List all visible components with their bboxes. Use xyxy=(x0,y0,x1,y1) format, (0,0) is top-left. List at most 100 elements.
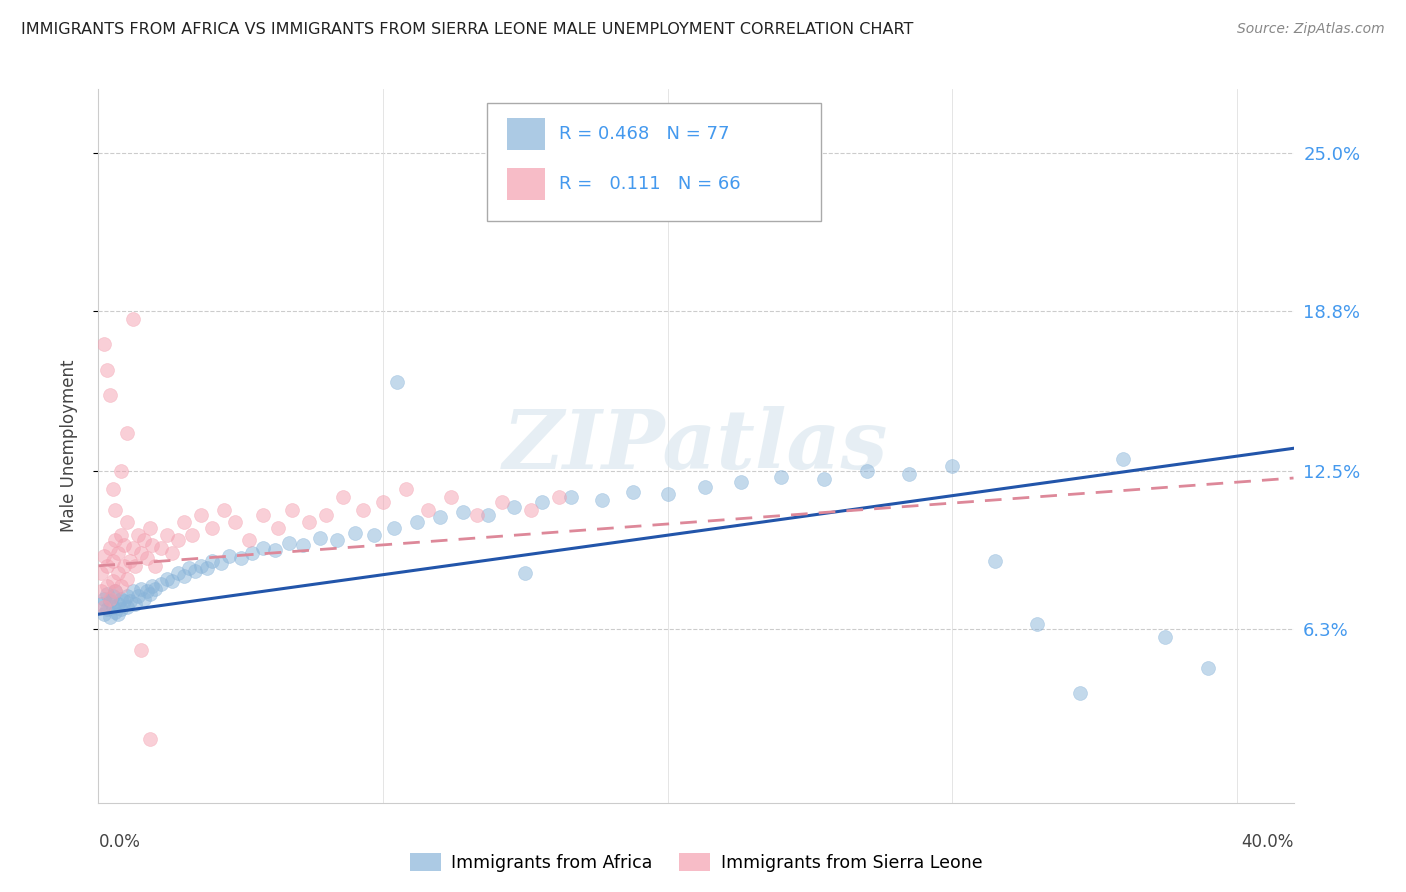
Point xyxy=(309,531,332,545)
Point xyxy=(560,490,582,504)
Point xyxy=(281,502,304,516)
Point xyxy=(93,599,115,614)
Point xyxy=(96,587,118,601)
Point xyxy=(179,561,201,575)
Point xyxy=(363,528,385,542)
FancyBboxPatch shape xyxy=(508,118,546,150)
Point xyxy=(263,543,285,558)
Point xyxy=(104,502,127,516)
Point xyxy=(515,566,537,581)
Point xyxy=(201,520,224,534)
Y-axis label: Male Unemployment: Male Unemployment xyxy=(59,359,77,533)
FancyBboxPatch shape xyxy=(486,103,821,221)
Point xyxy=(195,561,218,575)
Point xyxy=(252,541,274,555)
Point xyxy=(941,459,963,474)
Point xyxy=(352,502,374,516)
Point xyxy=(124,597,146,611)
Point xyxy=(429,510,451,524)
Point xyxy=(292,538,315,552)
Point xyxy=(138,587,160,601)
Point xyxy=(181,528,204,542)
Point xyxy=(101,483,124,497)
Point xyxy=(150,541,173,555)
Point xyxy=(150,576,173,591)
Point xyxy=(371,495,394,509)
Point xyxy=(531,495,554,509)
Point xyxy=(112,594,135,608)
Point xyxy=(104,584,127,599)
Point xyxy=(107,546,129,560)
Point xyxy=(98,594,121,608)
Point xyxy=(315,508,337,522)
Point xyxy=(173,516,195,530)
Point xyxy=(167,533,190,548)
Point xyxy=(118,594,141,608)
Point xyxy=(110,602,132,616)
Point xyxy=(112,538,135,552)
Point xyxy=(138,732,160,747)
Point xyxy=(730,475,752,489)
Point xyxy=(93,337,115,351)
Point xyxy=(190,558,212,573)
Point xyxy=(101,599,124,614)
Point xyxy=(395,483,418,497)
Point xyxy=(129,582,152,596)
Point xyxy=(502,500,524,515)
Point xyxy=(135,551,157,566)
Point xyxy=(104,584,127,599)
Text: R =   0.111   N = 66: R = 0.111 N = 66 xyxy=(558,175,740,193)
Text: ZIPatlas: ZIPatlas xyxy=(503,406,889,486)
Point xyxy=(93,549,115,563)
Point xyxy=(141,538,163,552)
Point xyxy=(252,508,274,522)
Point xyxy=(107,607,129,622)
Point xyxy=(298,516,321,530)
Text: 0.0%: 0.0% xyxy=(98,833,141,851)
Point xyxy=(1112,451,1135,466)
Point xyxy=(855,465,877,479)
Point xyxy=(135,584,157,599)
Point xyxy=(98,388,121,402)
Point xyxy=(121,541,143,555)
Point xyxy=(107,566,129,581)
Point xyxy=(657,487,679,501)
Point xyxy=(127,528,149,542)
Point xyxy=(477,508,499,522)
Point xyxy=(138,520,160,534)
Point xyxy=(238,533,260,548)
Point xyxy=(98,541,121,555)
Point xyxy=(1154,630,1177,644)
Point xyxy=(240,546,263,560)
Point xyxy=(201,554,224,568)
Point xyxy=(451,505,474,519)
Point xyxy=(115,426,138,441)
Point xyxy=(101,554,124,568)
Point xyxy=(129,643,152,657)
Point xyxy=(229,551,252,566)
Point xyxy=(115,599,138,614)
Point xyxy=(212,502,235,516)
Text: R = 0.468   N = 77: R = 0.468 N = 77 xyxy=(558,125,730,143)
Point xyxy=(440,490,463,504)
Point xyxy=(132,533,155,548)
Point xyxy=(173,569,195,583)
Point xyxy=(156,528,179,542)
Point xyxy=(127,590,149,604)
FancyBboxPatch shape xyxy=(508,168,546,200)
Point xyxy=(93,607,115,622)
Point xyxy=(104,605,127,619)
Point xyxy=(267,520,290,534)
Point xyxy=(162,574,184,588)
Point xyxy=(101,574,124,588)
Point xyxy=(143,582,166,596)
Point xyxy=(190,508,212,522)
Text: Source: ZipAtlas.com: Source: ZipAtlas.com xyxy=(1237,22,1385,37)
Legend: Immigrants from Africa, Immigrants from Sierra Leone: Immigrants from Africa, Immigrants from … xyxy=(404,847,988,879)
Point xyxy=(218,549,240,563)
Point xyxy=(115,572,138,586)
Point xyxy=(520,502,543,516)
Point xyxy=(1026,617,1049,632)
Point xyxy=(156,572,179,586)
Point xyxy=(326,533,349,548)
